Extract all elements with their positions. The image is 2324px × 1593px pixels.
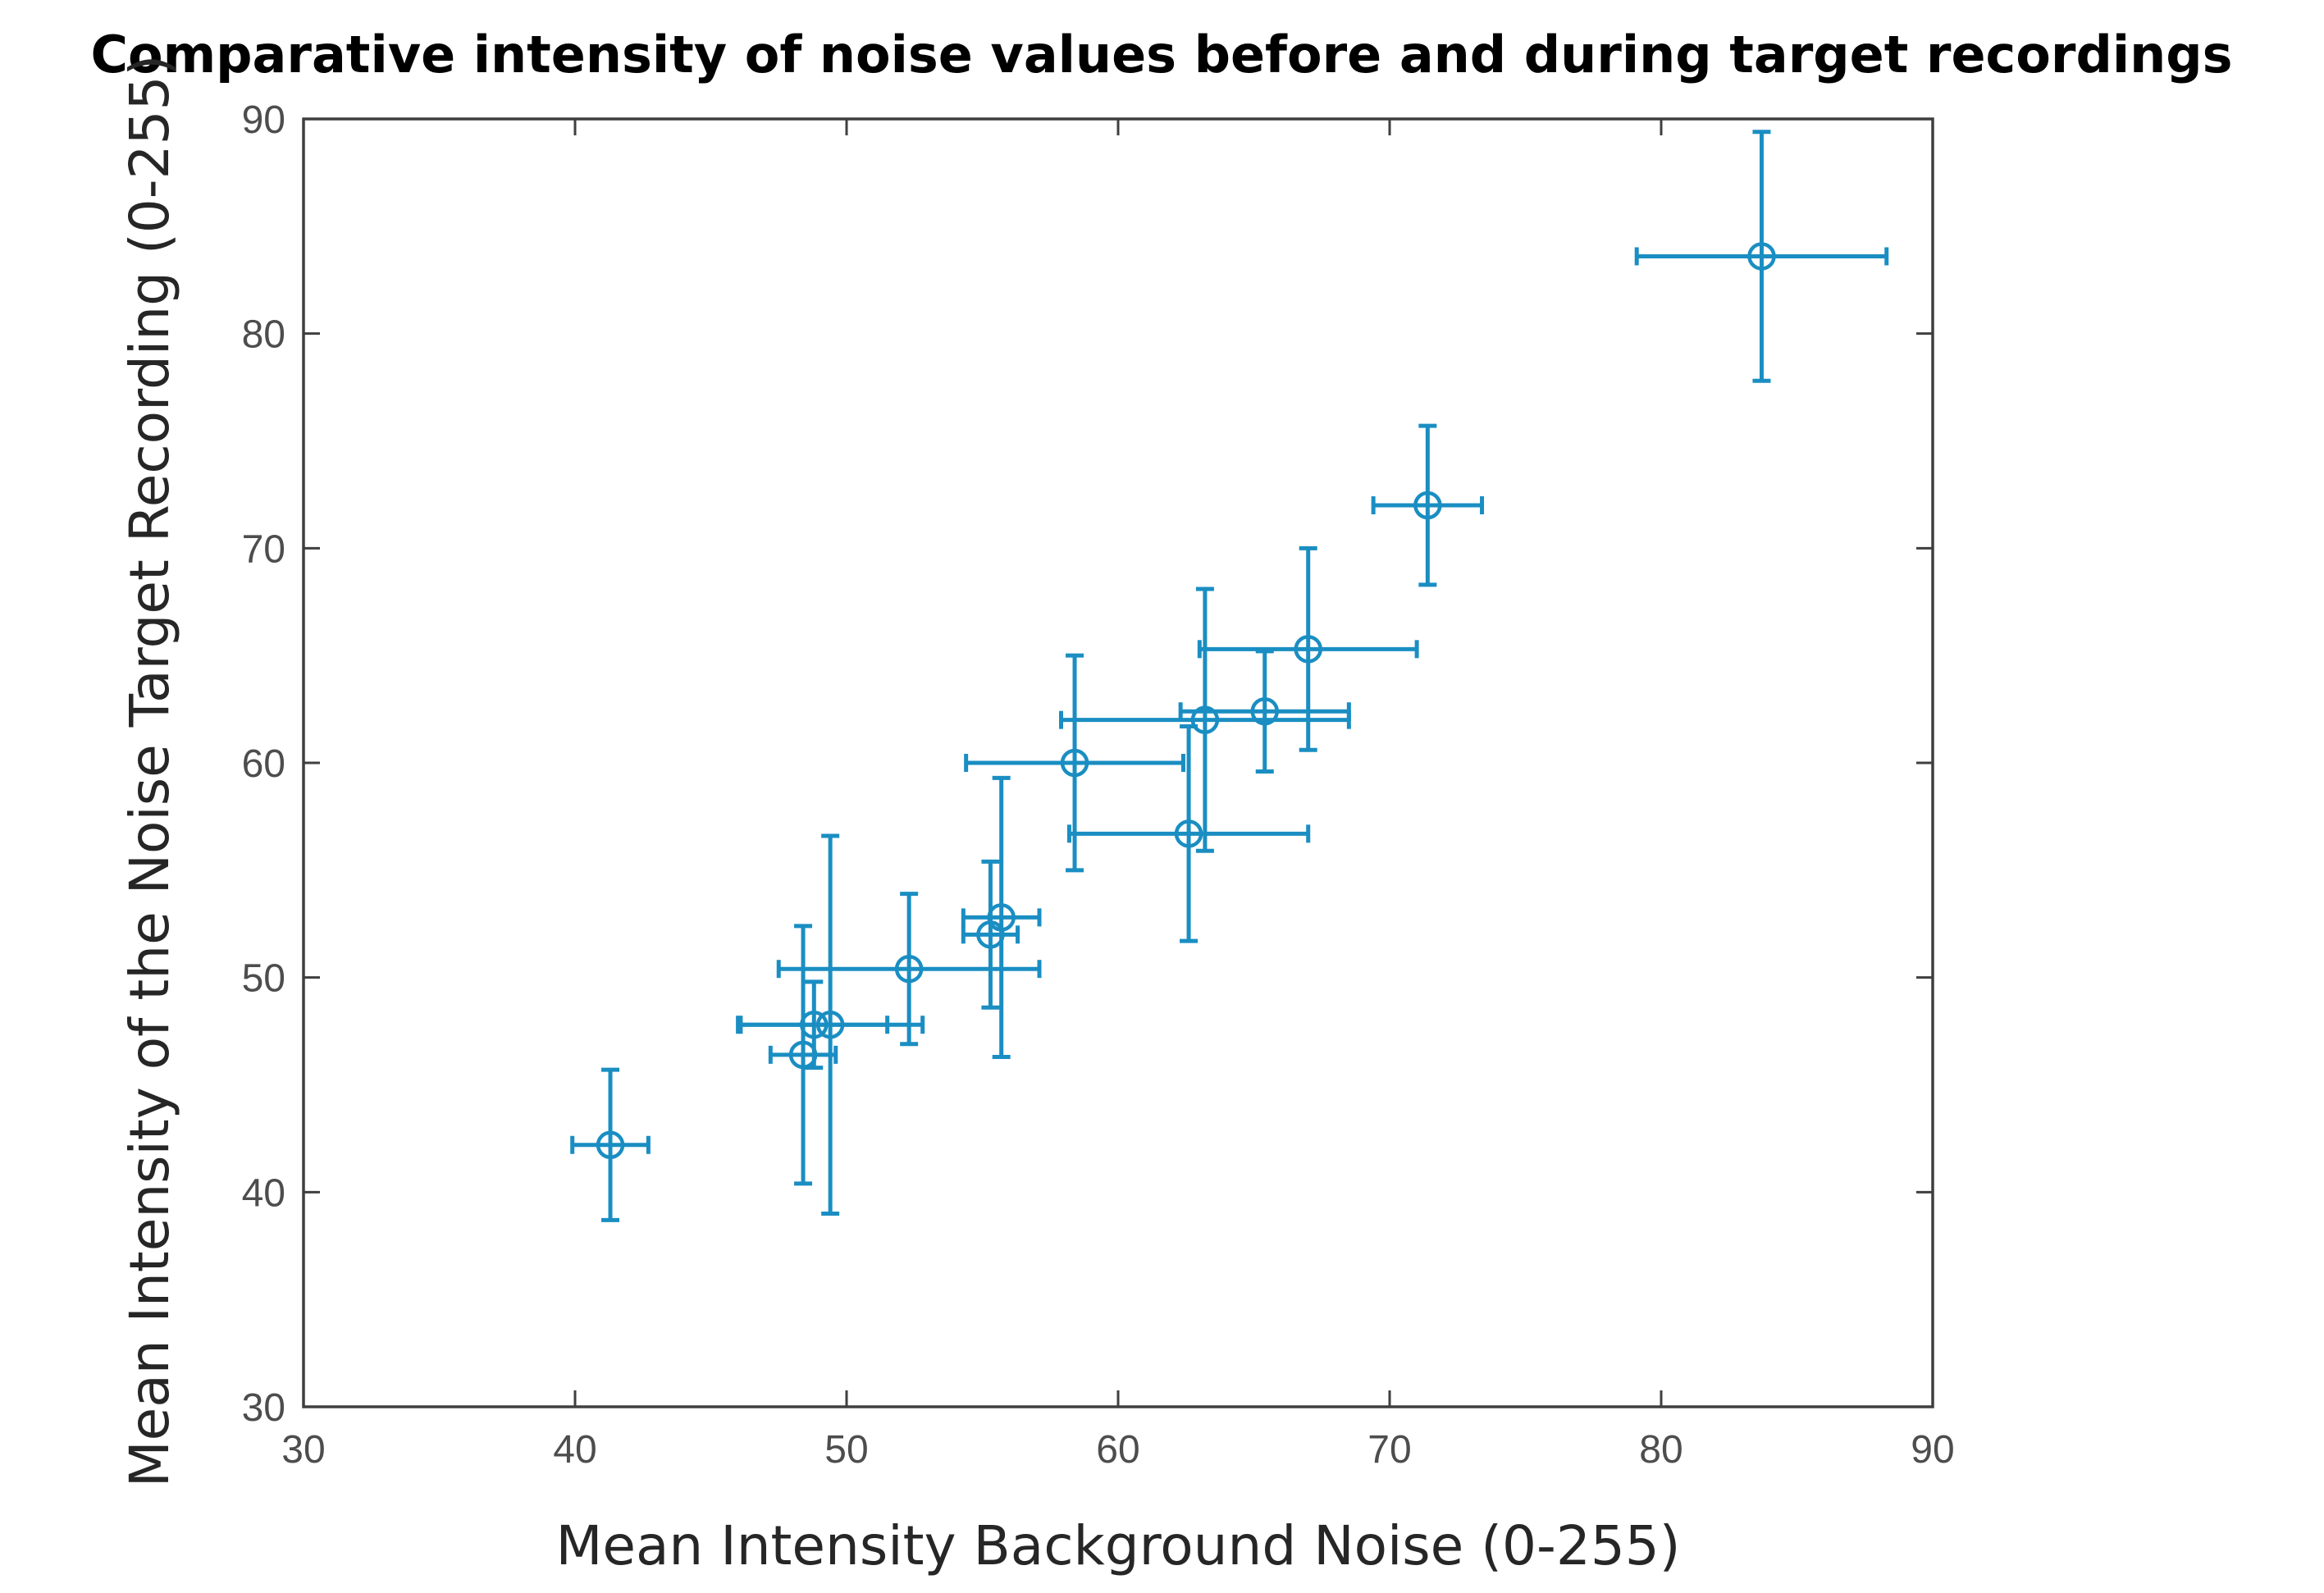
data-point: [1178, 649, 1351, 774]
y-axis-label: Mean Intensity of the Noise Target Recor…: [118, 55, 181, 1488]
x-tick-label: 90: [1911, 1428, 1954, 1472]
data-point: [1197, 545, 1419, 752]
y-tick-label: 50: [242, 957, 285, 1001]
x-axis: 30 40 50 60 70 80 90: [281, 119, 1955, 1472]
data-point: [961, 859, 1020, 1010]
x-tick-label: 30: [281, 1428, 325, 1472]
data-series: [570, 130, 1889, 1222]
point-marker: [1190, 705, 1220, 734]
x-tick-label: 70: [1367, 1428, 1411, 1472]
data-point: [570, 1067, 651, 1222]
x-tick-label: 60: [1096, 1428, 1139, 1472]
point-marker: [1747, 242, 1776, 271]
point-marker: [1413, 491, 1442, 520]
y-tick-label: 80: [242, 313, 285, 357]
point-marker: [894, 954, 924, 984]
x-tick-label: 80: [1639, 1428, 1683, 1472]
point-marker: [987, 903, 1016, 932]
point-marker: [1174, 819, 1203, 848]
data-point: [776, 892, 1042, 1047]
point-marker: [815, 1010, 845, 1039]
x-axis-label: Mean Intensity Background Noise (0-255): [555, 1514, 1680, 1577]
y-axis: 30 40 50 60 70 80 90: [242, 98, 1933, 1430]
y-tick-label: 90: [242, 98, 285, 142]
point-marker: [1294, 635, 1322, 664]
y-tick-label: 40: [242, 1171, 285, 1215]
y-tick-label: 70: [242, 527, 285, 571]
data-point: [1634, 130, 1889, 383]
data-point: [961, 775, 1042, 1059]
point-marker: [1250, 696, 1279, 726]
data-point: [736, 833, 925, 1216]
data-point: [1371, 423, 1485, 587]
x-tick-label: 50: [824, 1428, 868, 1472]
point-marker: [1060, 748, 1089, 778]
y-tick-label: 30: [242, 1386, 285, 1430]
x-tick-label: 40: [553, 1428, 596, 1472]
data-point: [1066, 724, 1311, 943]
y-tick-label: 60: [242, 742, 285, 786]
point-marker: [596, 1130, 625, 1160]
chart-title: Comparative intensity of noise values be…: [90, 25, 2232, 84]
